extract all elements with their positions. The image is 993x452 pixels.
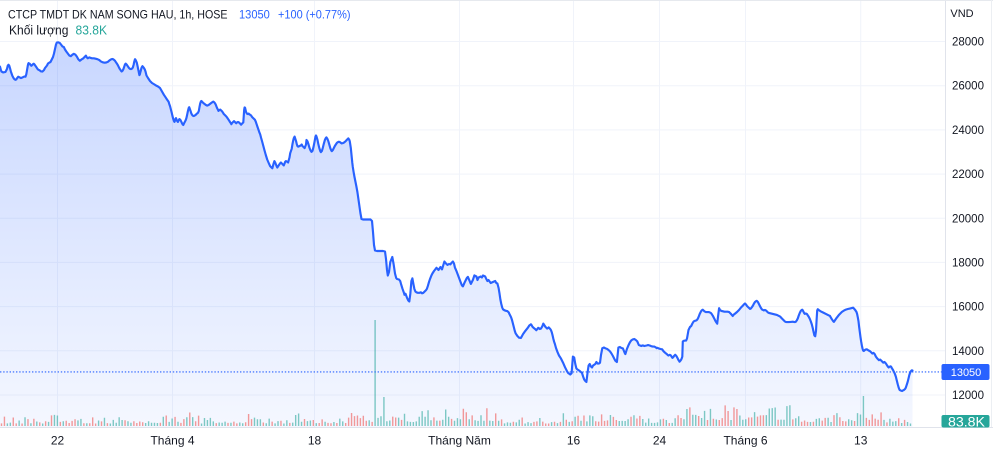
svg-text:CTCP TMDT DK NAM SONG HAU, 1h,: CTCP TMDT DK NAM SONG HAU, 1h, HOSE xyxy=(8,8,228,22)
svg-text:Tháng 6: Tháng 6 xyxy=(723,434,767,448)
svg-text:12000: 12000 xyxy=(952,390,984,402)
svg-text:16: 16 xyxy=(567,434,581,448)
svg-text:+100 (+0.77%): +100 (+0.77%) xyxy=(278,8,351,22)
svg-text:22000: 22000 xyxy=(952,169,984,181)
svg-text:18000: 18000 xyxy=(952,257,984,269)
svg-text:13050: 13050 xyxy=(239,8,270,22)
svg-text:28000: 28000 xyxy=(952,37,984,49)
svg-text:14000: 14000 xyxy=(952,346,984,358)
svg-text:13050: 13050 xyxy=(951,367,982,379)
svg-text:Tháng Năm: Tháng Năm xyxy=(428,434,491,448)
svg-text:Khối lượng: Khối lượng xyxy=(9,23,68,38)
svg-text:26000: 26000 xyxy=(952,81,984,93)
svg-text:16000: 16000 xyxy=(952,302,984,314)
svg-text:83.8K: 83.8K xyxy=(76,23,108,38)
svg-text:20000: 20000 xyxy=(952,213,984,225)
svg-text:24000: 24000 xyxy=(952,125,984,137)
svg-text:13: 13 xyxy=(854,434,868,448)
svg-text:VND: VND xyxy=(950,8,973,20)
svg-text:Tháng 4: Tháng 4 xyxy=(150,434,194,448)
svg-text:22: 22 xyxy=(51,434,65,448)
svg-text:83.8K: 83.8K xyxy=(948,414,986,430)
svg-text:24: 24 xyxy=(653,434,667,448)
svg-text:18: 18 xyxy=(308,434,322,448)
